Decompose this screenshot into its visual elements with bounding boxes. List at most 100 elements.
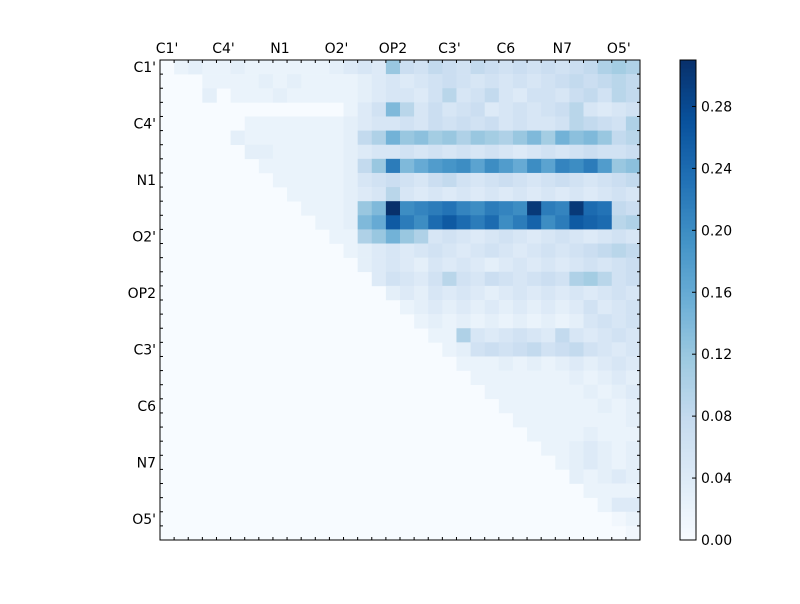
heatmap-cell	[470, 172, 486, 188]
heatmap-cell	[625, 158, 641, 174]
heatmap-cell	[301, 201, 316, 216]
heatmap-cell	[625, 412, 641, 428]
heatmap-cell	[541, 229, 556, 244]
heatmap-cell	[597, 285, 613, 301]
colorbar-segment	[680, 140, 696, 145]
heatmap-cell	[541, 342, 556, 357]
heatmap-cell	[512, 398, 528, 414]
heatmap-cell	[597, 469, 613, 484]
y-tick-label: N1	[137, 173, 156, 189]
heatmap-cell	[442, 243, 457, 258]
heatmap-cell	[555, 88, 570, 103]
heatmap-cell	[625, 187, 641, 202]
heatmap-cell	[569, 427, 584, 442]
heatmap-cell	[597, 257, 613, 273]
heatmap-cell	[400, 201, 415, 216]
heatmap-cell	[512, 271, 528, 287]
heatmap-cell	[512, 300, 528, 315]
heatmap-cell	[484, 144, 500, 160]
heatmap-cell	[329, 158, 344, 174]
heatmap-cell	[400, 158, 415, 174]
heatmap-cell	[498, 271, 514, 287]
heatmap-cell	[484, 187, 500, 202]
heatmap-cell	[343, 60, 358, 75]
heatmap-cell	[456, 74, 471, 89]
heatmap-cell	[428, 314, 443, 329]
heatmap-cell	[400, 187, 415, 202]
heatmap-cell	[301, 116, 316, 131]
heatmap-cell	[456, 300, 471, 315]
heatmap-cell	[385, 243, 401, 258]
heatmap-cell	[371, 271, 387, 287]
heatmap-cell	[287, 116, 302, 131]
heatmap-cell	[428, 271, 443, 287]
heatmap-cell	[414, 271, 429, 287]
colorbar-segment	[680, 508, 696, 513]
heatmap-cell	[611, 356, 627, 371]
heatmap-cell	[541, 370, 556, 386]
heatmap-cell	[527, 412, 542, 428]
heatmap-cell	[244, 74, 260, 89]
heatmap-cell	[301, 74, 316, 89]
heatmap-cell	[484, 60, 500, 75]
heatmap-cell	[583, 144, 598, 160]
heatmap-cell	[258, 144, 274, 160]
heatmap-cell	[357, 172, 373, 188]
colorbar-segment	[680, 260, 696, 265]
heatmap-cell	[456, 102, 471, 117]
heatmap-cell	[597, 215, 613, 230]
heatmap-cell	[611, 370, 627, 386]
heatmap-cell	[470, 285, 486, 301]
heatmap-cell	[301, 130, 316, 146]
heatmap-cell	[357, 201, 373, 216]
y-tick-label: OP2	[128, 286, 156, 302]
heatmap-cell	[569, 271, 584, 287]
heatmap-cell	[512, 328, 528, 343]
heatmap-cell	[357, 158, 373, 174]
heatmap-cell	[371, 215, 387, 230]
heatmap-cell	[357, 187, 373, 202]
heatmap-cell	[371, 144, 387, 160]
colorbar-segment	[680, 116, 696, 121]
heatmap-cell	[329, 229, 344, 244]
heatmap-cell	[428, 102, 443, 117]
heatmap-cell	[456, 342, 471, 357]
heatmap-cell	[512, 88, 528, 103]
heatmap-cell	[414, 172, 429, 188]
heatmap-cell	[484, 116, 500, 131]
heatmap-cell	[569, 102, 584, 117]
heatmap-cell	[555, 328, 570, 343]
heatmap-cell	[385, 172, 401, 188]
heatmap-cell	[583, 88, 598, 103]
heatmap-cell	[456, 285, 471, 301]
y-tick-label: N7	[137, 455, 156, 471]
heatmap-cell	[583, 455, 598, 470]
heatmap-cell	[484, 172, 500, 188]
colorbar-segment	[680, 404, 696, 409]
heatmap-cell	[611, 441, 627, 456]
heatmap-cell	[343, 130, 358, 146]
heatmap-cell	[569, 469, 584, 484]
heatmap-cell	[611, 300, 627, 315]
heatmap-cell	[456, 314, 471, 329]
heatmap-cell	[287, 88, 302, 103]
heatmap-cell	[597, 271, 613, 287]
heatmap-cell	[583, 342, 598, 357]
heatmap-cell	[569, 88, 584, 103]
colorbar-segment	[680, 68, 696, 73]
heatmap-cell	[597, 412, 613, 428]
heatmap-cell	[625, 398, 641, 414]
heatmap-cell	[583, 370, 598, 386]
colorbar-tick-label: 0.20	[701, 223, 732, 239]
heatmap-cell	[597, 370, 613, 386]
colorbar-tick-label: 0.28	[701, 99, 732, 115]
heatmap-cell	[343, 201, 358, 216]
heatmap-cell	[442, 215, 457, 230]
colorbar-segment	[680, 72, 696, 77]
heatmap-cell	[414, 257, 429, 273]
heatmap-cell	[414, 130, 429, 146]
heatmap-cell	[611, 328, 627, 343]
heatmap-cell	[611, 271, 627, 287]
heatmap-cell	[484, 243, 500, 258]
colorbar-segment	[680, 288, 696, 293]
